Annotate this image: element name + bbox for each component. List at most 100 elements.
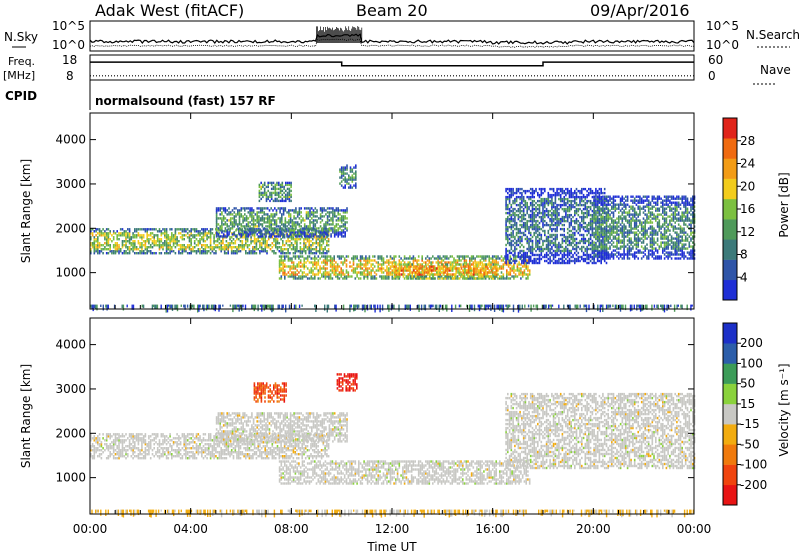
scatter-cell [409, 263, 412, 266]
scatter-cell [611, 225, 613, 228]
scatter-cell [279, 217, 281, 220]
scatter-cell [181, 236, 184, 239]
scatter-cell [265, 233, 267, 236]
scatter-cell [183, 228, 185, 231]
scatter-cell [224, 217, 227, 220]
scatter-cell [226, 209, 228, 212]
scatter-cell [215, 240, 217, 243]
scatter-cell [107, 242, 110, 245]
scatter-cell [595, 261, 597, 265]
scatter-cell [538, 187, 541, 191]
scatter-cell [215, 213, 218, 216]
scatter-cell [238, 248, 240, 251]
scatter-cell [326, 240, 328, 243]
scatter-cell [308, 252, 310, 255]
freq-panel-frame [89, 54, 695, 81]
scatter-cell [589, 259, 592, 263]
scatter-cell [581, 237, 583, 241]
scatter-cell [243, 246, 245, 249]
scatter-cell [321, 209, 324, 212]
scatter-cell [511, 275, 513, 278]
scatter-cell [345, 259, 348, 262]
scatter-cell [526, 219, 528, 223]
scatter-cell [222, 230, 224, 233]
scatter-cell [199, 240, 201, 243]
scatter-cell [148, 250, 150, 253]
scatter-cell [248, 250, 251, 253]
scatter-cell [268, 215, 271, 218]
scatter-cell [495, 255, 497, 258]
scatter-cell [602, 199, 604, 202]
scatter-cell [575, 257, 578, 261]
scatter-cell [609, 223, 611, 226]
scatter-cell [333, 231, 336, 234]
scatter-cell [502, 263, 505, 266]
scatter-cell [236, 238, 238, 241]
scatter-cell [605, 229, 608, 232]
scatter-cell [488, 263, 491, 266]
scatter-cell [248, 252, 251, 255]
scatter-cell [266, 242, 268, 245]
scatter-cell [339, 182, 341, 185]
scatter-cell [165, 240, 168, 243]
scatter-cell [258, 195, 261, 199]
scatter-cell [151, 242, 154, 245]
scatter-cell [346, 180, 348, 183]
scatter-cell [100, 248, 103, 251]
scatter-cell [226, 225, 228, 228]
scatter-cell [591, 255, 594, 259]
scatter-cell [279, 233, 281, 236]
scatter-cell [146, 228, 148, 231]
scatter-cell [183, 246, 185, 249]
scatter-cell [589, 247, 592, 251]
scatter-cell [305, 217, 308, 220]
scatter-cell [540, 197, 543, 201]
scatter-cell [510, 257, 513, 261]
scatter-cell [305, 229, 308, 232]
scatter-cell [299, 228, 302, 231]
scatter-cell [266, 221, 269, 224]
scatter-cell [330, 235, 332, 238]
scatter-cell [186, 252, 189, 255]
scatter-cell [219, 229, 221, 232]
scatter-cell [340, 172, 343, 175]
scatter-cell [559, 217, 562, 221]
scatter-cell [274, 235, 276, 238]
scatter-cell [296, 273, 298, 276]
scatter-cell [142, 240, 145, 243]
scatter-cell [538, 221, 541, 225]
scatter-cell [388, 259, 390, 262]
scatter-cell [144, 248, 147, 251]
scatter-cell [158, 248, 161, 251]
scatter-cell [226, 233, 228, 236]
scatter-cell [244, 219, 246, 222]
scatter-cell [104, 230, 106, 233]
scatter-cell [98, 232, 101, 235]
scatter-cell [372, 259, 374, 262]
scatter-cell [282, 213, 285, 216]
scatter-cell [288, 213, 290, 216]
scatter-cell [395, 255, 397, 258]
scatter-cell [221, 207, 223, 210]
scatter-cell [253, 248, 256, 251]
scatter-cell [209, 236, 212, 239]
scatter-cell [490, 269, 493, 272]
scatter-cell [355, 186, 357, 189]
scatter-cell [351, 178, 354, 181]
scatter-cell [559, 243, 562, 247]
scatter-cell [405, 257, 408, 260]
scatter-cell [139, 234, 141, 237]
scatter-cell [270, 197, 273, 201]
scatter-cell [528, 213, 530, 217]
scatter-cell [250, 250, 252, 253]
scatter-cell [305, 227, 308, 230]
scatter-cell [284, 221, 287, 224]
scatter-cell [547, 209, 550, 213]
scatter-cell [215, 229, 218, 232]
scatter-cell [270, 193, 273, 197]
scatter-cell [304, 242, 307, 245]
scatter-cell [510, 231, 513, 235]
scatter-cell [206, 236, 208, 239]
scatter-cell [575, 217, 578, 221]
scatter-cell [457, 277, 459, 280]
